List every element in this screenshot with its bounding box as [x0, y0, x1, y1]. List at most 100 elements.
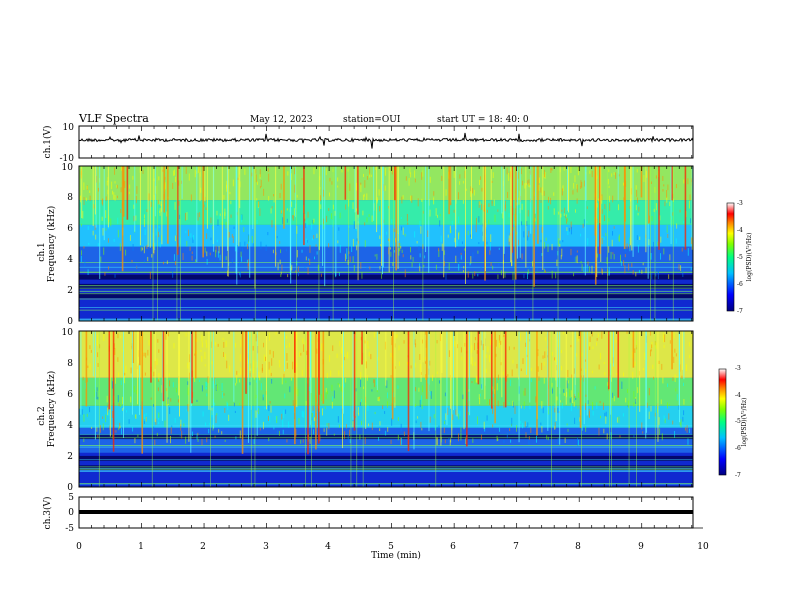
- speckle: [459, 181, 461, 185]
- speckle: [601, 209, 603, 214]
- speckle: [169, 380, 171, 387]
- speckle: [151, 254, 153, 258]
- ch1-ytick-top: 10: [63, 123, 75, 133]
- speckle: [221, 392, 223, 399]
- speckle: [618, 174, 620, 177]
- speckle: [313, 429, 315, 435]
- speckle: [435, 208, 437, 216]
- speckle: [363, 386, 365, 390]
- speckle: [96, 387, 98, 392]
- speckle: [433, 414, 435, 419]
- ch1-freq-tick: 6: [67, 224, 73, 234]
- speckle: [240, 251, 242, 258]
- speckle: [427, 378, 429, 384]
- speckle: [393, 250, 395, 253]
- speckle: [223, 195, 225, 200]
- speckle: [269, 401, 271, 404]
- speckle: [319, 195, 321, 202]
- speckle: [251, 172, 253, 177]
- speckle: [262, 421, 264, 430]
- speckle: [540, 200, 542, 203]
- speckle: [146, 209, 148, 212]
- speckle: [570, 390, 572, 397]
- speckle: [518, 374, 520, 380]
- speckle: [535, 396, 537, 403]
- spectrogram-band: [79, 405, 693, 428]
- speckle: [186, 409, 188, 412]
- speckle: [410, 172, 412, 178]
- ch2-cb-tick: -3: [735, 365, 741, 372]
- speckle: [488, 203, 490, 207]
- speckle: [503, 440, 505, 443]
- speckle: [672, 212, 674, 216]
- speckle: [617, 204, 619, 211]
- speckle: [336, 353, 338, 359]
- speckle: [537, 349, 539, 352]
- speckle: [530, 378, 532, 383]
- speckle: [236, 370, 238, 375]
- speckle: [596, 402, 598, 409]
- speckle: [451, 220, 453, 226]
- speckle: [286, 362, 288, 369]
- speckle: [538, 177, 540, 183]
- speckle: [132, 243, 134, 251]
- speckle: [585, 369, 587, 373]
- speckle: [589, 342, 591, 350]
- speckle: [400, 437, 402, 446]
- speckle: [321, 408, 323, 416]
- speckle: [159, 231, 161, 235]
- speckle: [565, 215, 567, 219]
- speckle: [675, 388, 677, 392]
- speckle: [644, 352, 646, 361]
- speckle: [445, 413, 447, 420]
- speckle: [311, 223, 313, 230]
- speckle: [107, 238, 109, 243]
- speckle: [436, 371, 438, 374]
- speckle: [512, 401, 514, 408]
- speckle: [454, 237, 456, 243]
- speckle: [606, 433, 608, 440]
- speckle: [130, 396, 132, 403]
- speckle: [540, 422, 542, 426]
- speckle: [355, 388, 357, 392]
- speckle: [535, 435, 537, 443]
- speckle: [206, 343, 208, 348]
- speckle: [190, 194, 192, 202]
- speckle: [602, 402, 604, 410]
- ch1-freq-tick: 0: [67, 317, 73, 327]
- speckle: [478, 201, 480, 208]
- speckle: [650, 406, 652, 412]
- speckle: [276, 235, 278, 239]
- speckle: [174, 202, 176, 210]
- speckle: [465, 438, 467, 445]
- speckle: [497, 374, 499, 381]
- x-tick-label: 7: [513, 542, 519, 552]
- speckle: [293, 208, 295, 216]
- speckle: [523, 274, 525, 279]
- speckle: [629, 237, 631, 244]
- speckle: [328, 423, 330, 430]
- speckle: [366, 193, 368, 200]
- speckle: [206, 233, 208, 239]
- speckle: [434, 425, 436, 431]
- speckle: [260, 241, 262, 250]
- speckle: [548, 406, 550, 415]
- speckle: [114, 194, 116, 201]
- speckle: [109, 425, 111, 431]
- ch1-ytick-bottom: -10: [60, 154, 75, 164]
- speckle: [489, 354, 491, 363]
- speckle: [290, 173, 292, 181]
- speckle: [500, 362, 502, 366]
- speckle: [253, 439, 255, 445]
- speckle: [414, 170, 416, 178]
- speckle: [472, 438, 474, 443]
- speckle: [669, 201, 671, 207]
- speckle: [551, 168, 553, 171]
- speckle: [422, 385, 424, 393]
- speckle: [300, 439, 302, 444]
- speckle: [495, 339, 497, 347]
- ch1-cb-tick: -4: [737, 227, 743, 234]
- speckle: [545, 337, 547, 341]
- speckle: [663, 344, 665, 349]
- speckle: [80, 223, 82, 227]
